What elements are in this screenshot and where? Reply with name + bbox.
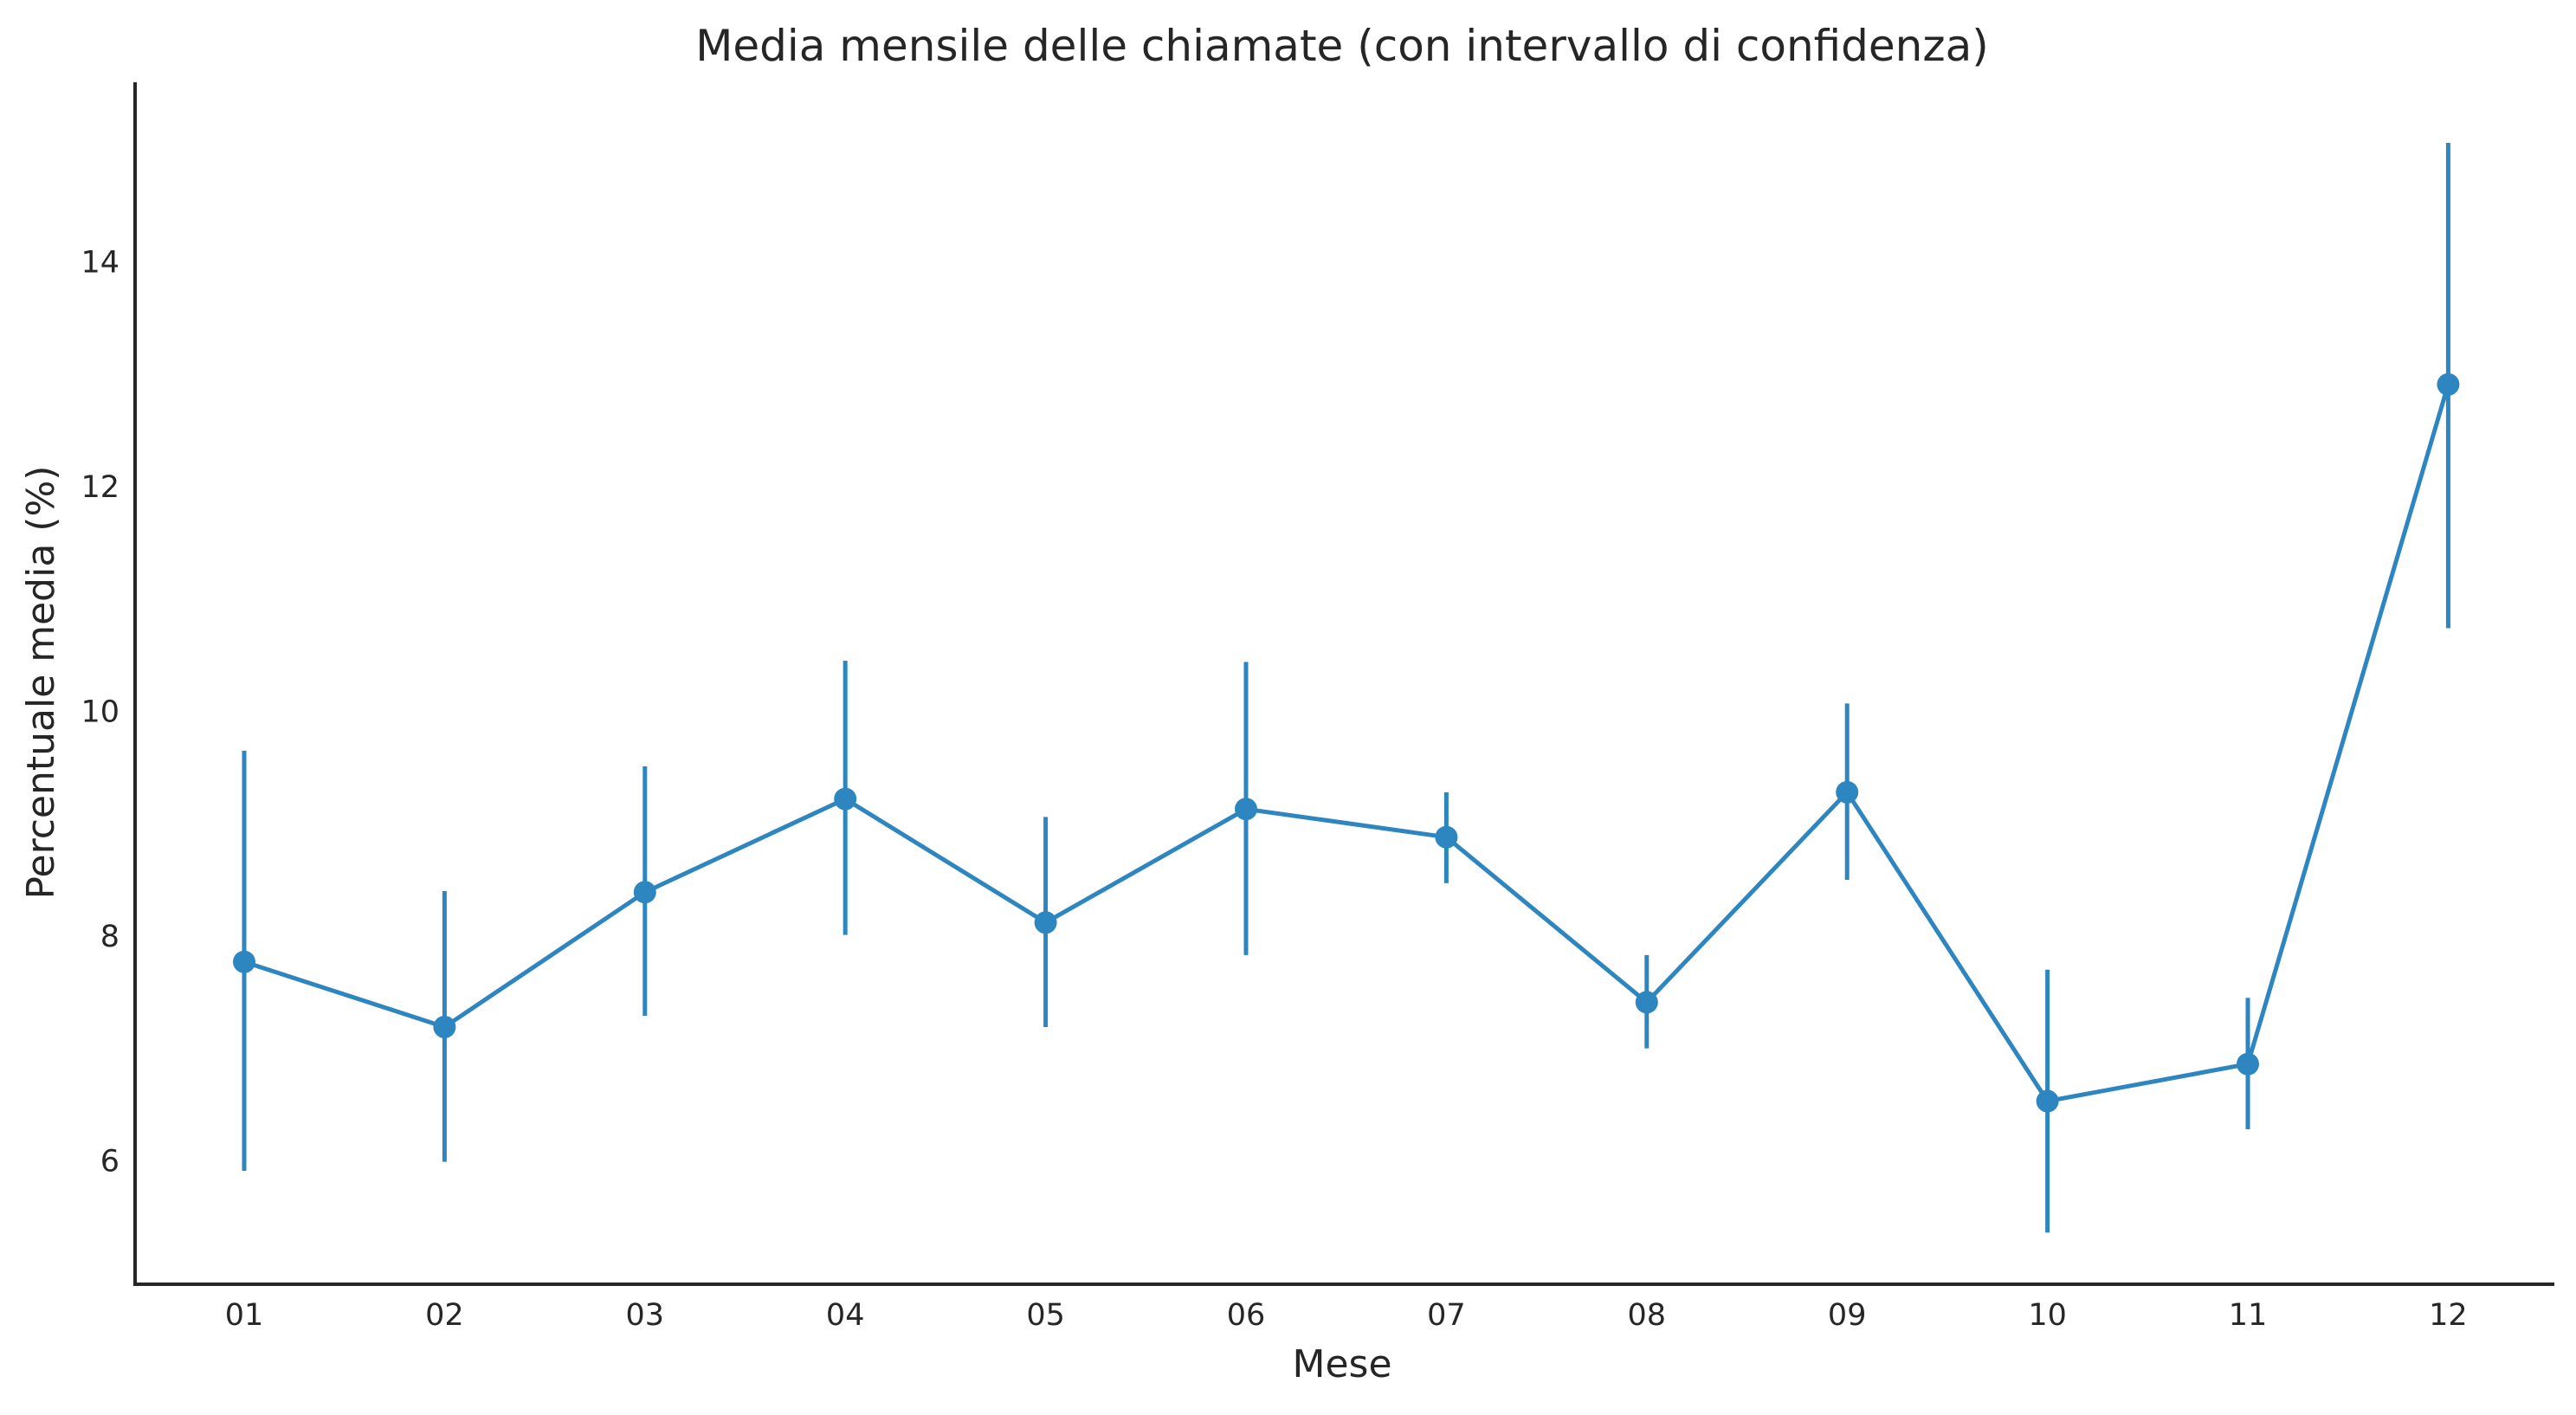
x-ticks: 01 02 03 04 05 06 07 08 09 10 11 12 [225, 1298, 2468, 1333]
x-tick-label: 01 [225, 1298, 264, 1333]
x-tick-label: 05 [1026, 1298, 1065, 1333]
x-tick-label: 08 [1628, 1298, 1667, 1333]
x-axis-label: Mese [1292, 1342, 1391, 1386]
y-ticks: 6 8 10 12 14 [81, 246, 119, 1179]
x-tick-label: 11 [2229, 1298, 2268, 1333]
y-tick-label: 6 [100, 1144, 119, 1179]
y-axis-label: Percentuale media (%) [19, 466, 63, 900]
data-point [2036, 1089, 2059, 1113]
series-line [243, 384, 2450, 1104]
data-point [1836, 780, 1859, 804]
x-tick-label: 09 [1828, 1298, 1867, 1333]
data-point [1435, 825, 1458, 849]
data-point [233, 950, 255, 973]
data-point [1635, 991, 1658, 1014]
data-point [2437, 372, 2460, 396]
data-point [633, 881, 656, 904]
plot-area [233, 143, 2460, 1233]
x-tick-label: 10 [2028, 1298, 2067, 1333]
x-tick-label: 03 [626, 1298, 665, 1333]
y-tick-label: 14 [81, 246, 119, 281]
y-tick-label: 8 [100, 920, 119, 954]
data-point [834, 787, 857, 811]
y-tick-label: 10 [81, 695, 119, 729]
data-point [1034, 911, 1057, 934]
data-point [2237, 1052, 2259, 1076]
y-tick-label: 12 [81, 470, 119, 505]
x-tick-label: 02 [425, 1298, 464, 1333]
data-point [433, 1015, 456, 1038]
chart-title: Media mensile delle chiamate (con interv… [695, 21, 1989, 71]
x-tick-label: 12 [2429, 1298, 2468, 1333]
x-tick-label: 04 [826, 1298, 865, 1333]
x-tick-label: 06 [1227, 1298, 1266, 1333]
x-tick-label: 07 [1427, 1298, 1466, 1333]
data-point [1235, 798, 1257, 821]
